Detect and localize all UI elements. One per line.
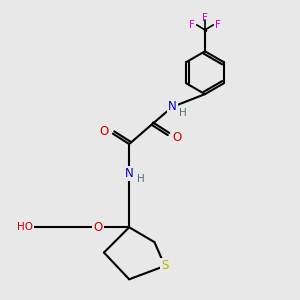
Text: N: N [125, 167, 134, 180]
Text: F: F [202, 13, 208, 23]
Text: F: F [215, 20, 221, 31]
Text: O: O [99, 125, 109, 138]
Text: H: H [179, 108, 187, 118]
Text: H: H [136, 174, 144, 184]
Text: O: O [172, 131, 182, 144]
Text: N: N [168, 100, 177, 113]
Text: F: F [189, 20, 195, 31]
Text: HO: HO [17, 222, 33, 232]
Text: O: O [93, 221, 103, 234]
Text: S: S [161, 260, 169, 272]
